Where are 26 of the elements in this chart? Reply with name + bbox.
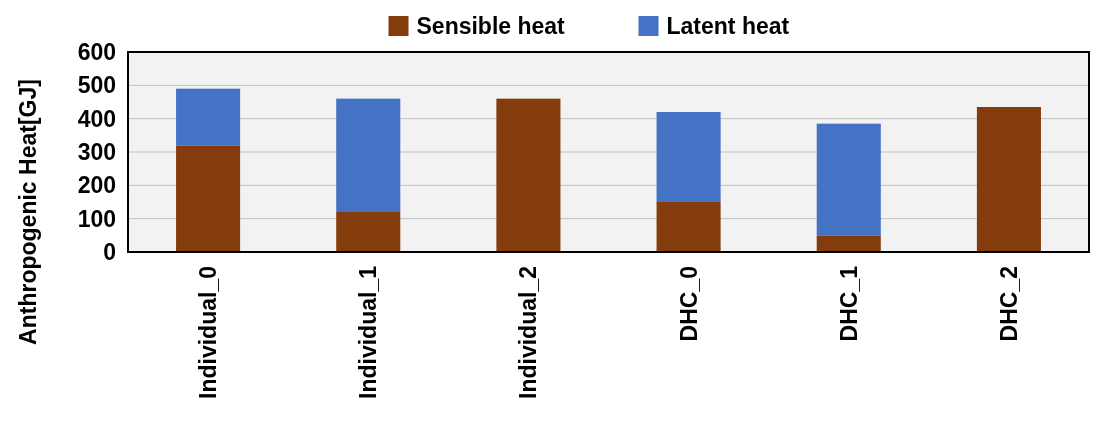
x-tick-label: DHC_0 [675, 266, 702, 342]
y-axis-title: Anthropogenic Heat[GJ] [15, 79, 42, 345]
bar [656, 112, 721, 202]
x-tick-label: Individual_1 [355, 265, 382, 399]
y-tick-label: 600 [77, 39, 116, 66]
bar [656, 202, 721, 252]
x-tick-label: DHC_1 [835, 265, 862, 342]
y-tick-label: 0 [103, 239, 116, 266]
bar [176, 88, 241, 146]
bar [496, 98, 561, 252]
bar [176, 145, 241, 252]
bar [816, 123, 881, 236]
x-tick-label: Individual_2 [515, 266, 542, 399]
legend-label: Latent heat [666, 13, 790, 40]
bar [336, 212, 401, 252]
y-tick-label: 300 [77, 139, 116, 166]
y-tick-label: 500 [77, 72, 116, 99]
x-tick-label: Individual_0 [195, 266, 222, 399]
y-tick-label: 100 [77, 205, 116, 232]
bar [976, 107, 1041, 252]
x-tick-label: DHC_2 [995, 266, 1022, 342]
legend-label: Sensible heat [416, 13, 566, 40]
bar [336, 98, 401, 212]
y-tick-label: 400 [77, 105, 116, 132]
bar [816, 235, 881, 252]
y-tick-label: 200 [77, 172, 116, 199]
